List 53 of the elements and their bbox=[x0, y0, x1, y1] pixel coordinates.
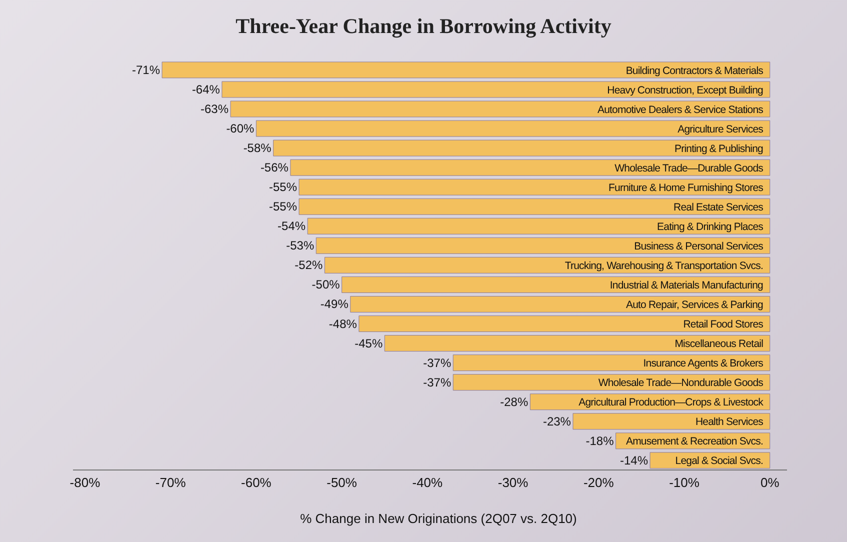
y-tick-label: Eating & Drinking Places bbox=[657, 220, 764, 233]
data-label: -23% bbox=[542, 414, 572, 428]
x-tick-label: -20% bbox=[583, 475, 614, 490]
data-label: -53% bbox=[286, 238, 314, 253]
data-label: -63% bbox=[200, 102, 229, 116]
y-tick-label: Miscellaneous Retail bbox=[674, 338, 764, 350]
x-tick-label: -60% bbox=[241, 475, 272, 490]
x-tick-label: -50% bbox=[326, 475, 358, 490]
y-tick-label: Real Estate Services bbox=[674, 201, 764, 214]
y-tick-label: Auto Repair, Services & Parking bbox=[626, 299, 764, 312]
y-tick-label: Business & Personal Services bbox=[634, 240, 764, 252]
y-tick-label: Wholesale Trade—Nondurable Goods bbox=[598, 377, 764, 390]
chart-title: Three-Year Change in Borrowing Activity bbox=[234, 14, 612, 39]
data-label: -54% bbox=[278, 219, 306, 234]
x-tick-label: 0% bbox=[760, 475, 780, 490]
x-tick-label: -10% bbox=[669, 475, 700, 490]
data-label: -56% bbox=[260, 160, 289, 175]
y-tick-label: Agriculture Services bbox=[678, 123, 764, 136]
data-label: -37% bbox=[423, 356, 452, 370]
y-tick-label: Furniture & Home Furnishing Stores bbox=[608, 182, 764, 194]
data-label: -45% bbox=[354, 336, 383, 350]
data-label: -14% bbox=[620, 453, 648, 468]
x-tick-label: -70% bbox=[155, 475, 186, 490]
x-tick-label: -30% bbox=[498, 475, 529, 490]
data-label: -18% bbox=[586, 434, 614, 448]
data-label: -52% bbox=[294, 258, 324, 272]
y-tick-label: Legal & Social Svcs. bbox=[675, 455, 763, 468]
y-tick-label: Printing & Publishing bbox=[674, 142, 764, 155]
y-tick-label: Retail Food Stores bbox=[683, 318, 764, 331]
y-tick-label: Trucking, Warehousing & Transportation Svcs. bbox=[564, 260, 763, 272]
y-tick-label: Wholesale Trade—Durable Goods bbox=[614, 162, 764, 174]
x-tick-label: -40% bbox=[412, 475, 444, 490]
y-tick-label: Health Services bbox=[695, 416, 764, 428]
data-label: -49% bbox=[320, 297, 349, 312]
y-tick-label: Heavy Construction, Except Building bbox=[607, 84, 764, 96]
data-label: -55% bbox=[269, 200, 298, 214]
data-label: -48% bbox=[328, 316, 358, 331]
x-axis-title: % Change in New Originations (2Q07 vs. 2Q10) bbox=[299, 511, 578, 526]
data-label: -71% bbox=[132, 62, 160, 77]
data-label: -28% bbox=[500, 394, 528, 409]
x-tick-label: -80% bbox=[70, 475, 101, 490]
data-label: -60% bbox=[226, 122, 255, 136]
y-tick-label: Automotive Dealers & Service Stations bbox=[597, 104, 764, 116]
data-label: -55% bbox=[269, 180, 298, 194]
y-tick-label: Insurance Agents & Brokers bbox=[643, 358, 764, 370]
data-label: -37% bbox=[423, 375, 452, 390]
y-tick-label: Building Contractors & Materials bbox=[626, 64, 764, 77]
y-tick-label: Amusement & Recreation Svcs. bbox=[626, 436, 763, 448]
y-tick-label: Agricultural Production—Crops & Livestock bbox=[578, 396, 764, 409]
data-label: -50% bbox=[312, 278, 340, 292]
data-label: -64% bbox=[192, 82, 220, 96]
y-tick-label: Industrial & Materials Manufacturing bbox=[610, 280, 764, 292]
data-label: -58% bbox=[243, 141, 272, 156]
